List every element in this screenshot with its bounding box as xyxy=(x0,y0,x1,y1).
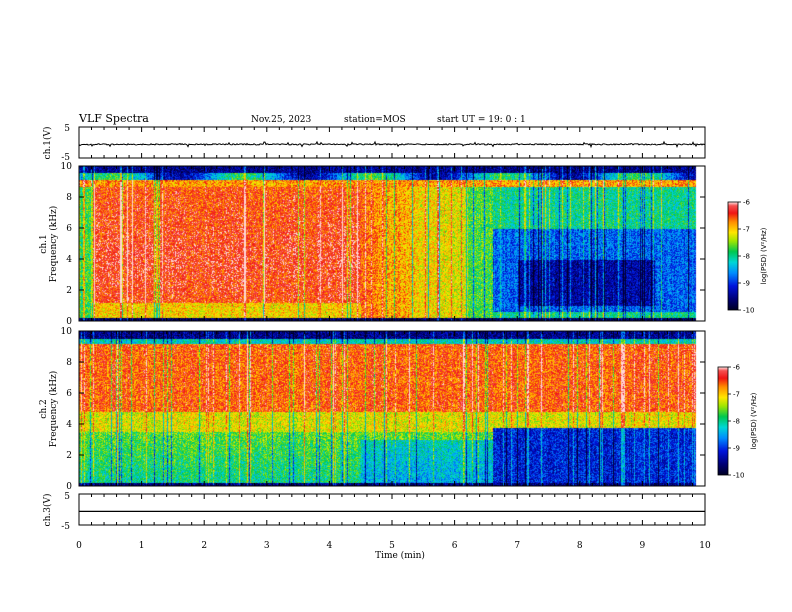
frequency-tick-label: 0 xyxy=(66,317,72,327)
frequency-tick-label: 10 xyxy=(61,162,73,172)
ch1-ytick-bottom: -5 xyxy=(61,153,70,163)
time-tick-label: 4 xyxy=(327,541,333,551)
x-axis-label: Time (min) xyxy=(375,550,425,561)
time-tick-label: 0 xyxy=(76,541,82,551)
colorbar-tick-label: -9 xyxy=(743,280,750,288)
frequency-tick-label: 4 xyxy=(66,420,72,430)
ch1-waveform-trace xyxy=(78,140,706,149)
colorbar-tick-label: -10 xyxy=(733,472,744,480)
ch1-spectrogram-panel: 0 2 4 6 8 10 ch.1 Frequency (kHz) xyxy=(39,162,706,327)
colorbar-tick-label: -9 xyxy=(733,445,740,453)
ch1-waveform-panel: 5 -5 ch.1(V) xyxy=(42,124,706,163)
ch1-spectrogram-yticks: 0 2 4 6 8 10 xyxy=(61,162,705,327)
colorbar-tick-label: -7 xyxy=(733,391,740,399)
frequency-tick-label: 0 xyxy=(66,482,72,492)
ch2-spectrogram-yticks: 0 2 4 6 8 10 xyxy=(61,327,705,492)
frequency-tick-label: 6 xyxy=(66,224,72,234)
time-ticks xyxy=(78,127,706,525)
colorbar-tick-label: -6 xyxy=(733,364,741,372)
frequency-tick-label: 8 xyxy=(66,358,72,368)
time-tick-label: 6 xyxy=(452,541,458,551)
frequency-tick-label: 2 xyxy=(66,451,72,461)
time-tick-label: 8 xyxy=(577,541,583,551)
ch2-spectrogram-ylabel: Frequency (kHz) xyxy=(48,371,59,448)
station-label: station=MOS xyxy=(344,115,406,125)
ch1-spectrogram-image xyxy=(79,166,705,321)
colorbar-tick-label: -7 xyxy=(743,226,750,234)
ch1-colorbar: -6 -7 -8 -9 -10 log(PSD) (V²/Hz) xyxy=(727,199,768,315)
time-tick-label: 3 xyxy=(264,541,270,551)
ch1-colorbar-ticks: -6 -7 -8 -9 -10 xyxy=(738,199,754,315)
ch1-ytick-top: 5 xyxy=(64,124,70,134)
ch1-spectrogram-ylabel: Frequency (kHz) xyxy=(48,206,59,283)
frequency-tick-label: 8 xyxy=(66,193,72,203)
time-tick-label: 5 xyxy=(389,541,395,551)
time-tick-label: 10 xyxy=(699,541,711,551)
ch1-colorbar-gradient xyxy=(728,202,738,310)
ch2-colorbar-gradient xyxy=(718,367,728,475)
figure-title: VLF Spectra xyxy=(78,112,149,125)
ch2-spectrogram-channel: ch.2 xyxy=(39,399,49,418)
frequency-tick-label: 2 xyxy=(66,286,72,296)
time-tick-label: 7 xyxy=(514,541,520,551)
date-label: Nov.25, 2023 xyxy=(251,115,312,125)
ch2-spectrogram-image xyxy=(79,331,705,486)
colorbar-tick-label: -6 xyxy=(743,199,751,207)
ch1-waveform-frame xyxy=(78,126,706,159)
ch3-ytick-top: 5 xyxy=(64,492,70,502)
ch1-spectrogram-channel: ch.1 xyxy=(39,234,49,253)
time-tick-labels: 0 1 2 3 4 5 6 7 8 9 10 xyxy=(76,541,711,551)
ch2-colorbar-label: log(PSD) (V²/Hz) xyxy=(750,392,758,449)
frequency-tick-label: 6 xyxy=(66,389,72,399)
time-tick-label: 2 xyxy=(201,541,207,551)
start-ut-label: start UT = 19: 0 : 1 xyxy=(437,115,526,125)
ch1-colorbar-label: log(PSD) (V²/Hz) xyxy=(760,227,768,284)
ch3-waveform-ylabel: ch.3(V) xyxy=(42,494,53,527)
time-tick-label: 1 xyxy=(139,541,145,551)
ch2-colorbar: -6 -7 -8 -9 -10 log(PSD) (V²/Hz) xyxy=(717,364,758,480)
time-tick-label: 9 xyxy=(640,541,646,551)
colorbar-tick-label: -8 xyxy=(743,253,750,261)
ch2-colorbar-ticks: -6 -7 -8 -9 -10 xyxy=(728,364,744,480)
colorbar-tick-label: -10 xyxy=(743,307,754,315)
frequency-tick-label: 10 xyxy=(61,327,73,337)
frequency-tick-label: 4 xyxy=(66,255,72,265)
ch3-ytick-bottom: -5 xyxy=(61,522,70,532)
colorbar-tick-label: -8 xyxy=(733,418,740,426)
ch1-waveform-ylabel: ch.1(V) xyxy=(42,127,53,160)
ch2-spectrogram-panel: 0 2 4 6 8 10 ch.2 Frequency (kHz) xyxy=(39,327,706,492)
